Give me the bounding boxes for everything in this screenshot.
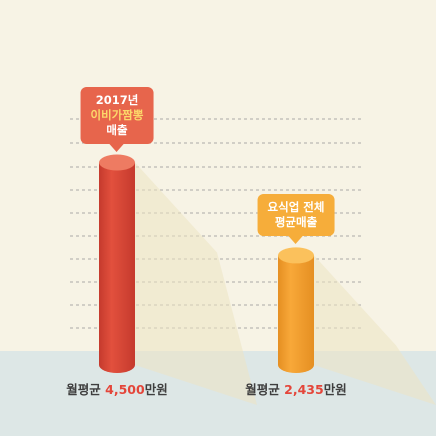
- bar-value-label-1: 월평균 2,435만원: [245, 379, 346, 398]
- value-prefix: 월평균: [245, 382, 285, 397]
- value-number: 2,435: [284, 382, 324, 397]
- bar-callout-0: 2017년 이비가짬뽕 매출: [80, 86, 154, 152]
- bar-body-1: [278, 255, 314, 373]
- bar-shadow-0: [135, 162, 257, 405]
- value-unit: 만원: [144, 382, 168, 397]
- bar-callout-line: 요식업 전체: [267, 200, 325, 215]
- bar-shadows: [135, 162, 436, 405]
- value-unit: 만원: [323, 382, 347, 397]
- value-prefix: 월평균: [66, 382, 106, 397]
- bar-callout-line: 매출: [106, 122, 128, 137]
- bars: [99, 154, 314, 373]
- bar-callout-line: 이비가짬뽕: [90, 107, 144, 122]
- bar-callout-1: 요식업 전체 평균매출: [257, 194, 335, 245]
- bar-callout-line: 평균매출: [274, 215, 318, 230]
- bar-body-0: [99, 162, 135, 373]
- value-number: 4,500: [105, 382, 145, 397]
- bar-top-1: [278, 247, 314, 264]
- bar-value-label-0: 월평균 4,500만원: [66, 379, 167, 398]
- bar-top-0: [99, 154, 135, 171]
- bar-shadow-1: [314, 255, 436, 405]
- bar-callout-line: 2017년: [95, 92, 139, 107]
